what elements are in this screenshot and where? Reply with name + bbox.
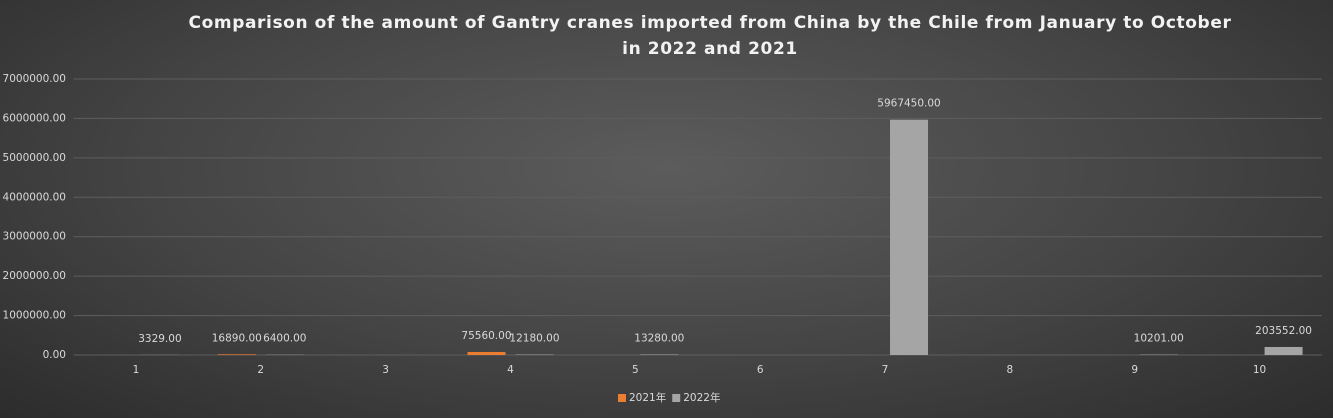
data-label: 10201.00 [1134,333,1184,345]
y-tick-label: 1000000.00 [3,310,66,322]
data-label: 75560.00 [461,330,511,342]
data-label: 16890.00 [212,332,262,344]
bar [890,119,929,355]
bar [640,354,679,355]
x-tick-label: 5 [632,364,639,376]
x-tick-label: 3 [382,364,389,376]
chart-title: Comparison of the amount of Gantry crane… [188,13,1232,59]
x-tick-label: 10 [1253,364,1266,376]
data-label: 5967450.00 [877,98,940,110]
legend-swatch [618,394,626,402]
bar [1264,346,1303,355]
y-tick-label: 4000000.00 [3,191,66,203]
legend-swatch [672,394,681,402]
x-tick-label: 1 [133,364,140,376]
x-tick-label: 6 [757,364,764,376]
x-tick-label: 9 [1131,364,1138,376]
y-tick-label: 3000000.00 [3,231,66,243]
data-label: 203552.00 [1255,325,1312,337]
data-label: 12180.00 [509,333,559,345]
bar [467,352,506,355]
x-tick-label: 7 [882,364,889,376]
data-label: 3329.00 [138,333,181,345]
legend-label: 2021年 [629,391,666,404]
data-label: 13280.00 [634,332,684,344]
bar [217,354,256,355]
y-tick-label: 6000000.00 [3,112,66,124]
legend-label: 2022年 [683,391,720,404]
x-tick-label: 8 [1007,364,1014,376]
data-label: 6400.00 [263,333,306,345]
y-tick-label: 5000000.00 [3,152,66,164]
x-tick-label: 4 [507,364,514,376]
y-tick-label: 0.00 [43,349,66,361]
y-tick-label: 2000000.00 [3,270,66,282]
y-tick-label: 7000000.00 [3,73,66,85]
x-tick-label: 2 [257,364,264,376]
